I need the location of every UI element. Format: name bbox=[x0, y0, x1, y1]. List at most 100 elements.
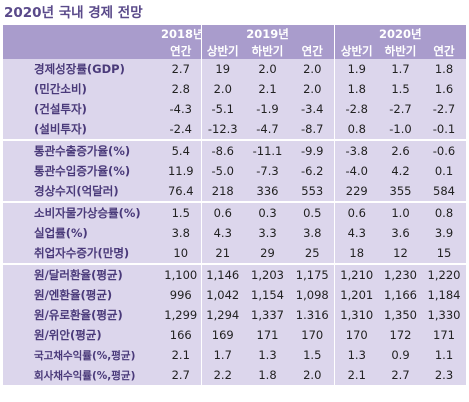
cell-value: 0.8 bbox=[422, 201, 467, 223]
table-row: 원/위안(평균) 166 169 171 170 170 172 171 bbox=[3, 325, 467, 345]
row-label: 국고채수익률(%,평균) bbox=[3, 345, 161, 365]
cell-value: 3.6 bbox=[379, 223, 422, 243]
cell-value: 15 bbox=[422, 243, 467, 264]
cell-value: -4.0 bbox=[333, 161, 379, 181]
table-row: 통관수출증가율(%) 5.4 -8.6 -11.1 -9.9 -3.8 2.6 -0.6 bbox=[3, 139, 467, 161]
cell-value: 1,166 bbox=[379, 285, 422, 305]
forecast-table: 2018년 2019년 2020년 연간 상반기 하반기 연간 상반기 하반기 … bbox=[3, 25, 467, 385]
cell-value: 355 bbox=[379, 181, 422, 202]
cell-value: 1.8 bbox=[422, 59, 467, 79]
cell-value: 4.2 bbox=[379, 161, 422, 181]
cell-value: 19 bbox=[200, 59, 244, 79]
row-label: 회사채수익률(%,평균) bbox=[3, 365, 161, 385]
cell-value: 1,350 bbox=[379, 305, 422, 325]
cell-value: 1,299 bbox=[161, 305, 201, 325]
cell-value: 584 bbox=[422, 181, 467, 202]
cell-value: 2.6 bbox=[379, 139, 422, 161]
cell-value: 1.5 bbox=[291, 345, 334, 365]
cell-value: 0.6 bbox=[333, 201, 379, 223]
cell-value: 172 bbox=[379, 325, 422, 345]
cell-value: 2.0 bbox=[200, 79, 244, 99]
header-corner bbox=[3, 25, 161, 59]
table-row: (설비투자) -2.4 -12.3 -4.7 -8.7 0.8 -1.0 -0.1 bbox=[3, 119, 467, 140]
cell-value: 996 bbox=[161, 285, 201, 305]
row-label: 통관수출증가율(%) bbox=[3, 139, 161, 161]
row-label: (설비투자) bbox=[3, 119, 161, 140]
cell-value: 1.316 bbox=[291, 305, 334, 325]
year-2018: 2018년 bbox=[161, 25, 201, 42]
cell-value: 0.1 bbox=[422, 161, 467, 181]
cell-value: 2.0 bbox=[244, 59, 291, 79]
cell-value: 171 bbox=[244, 325, 291, 345]
cell-value: 1,310 bbox=[333, 305, 379, 325]
cell-value: 1.3 bbox=[244, 345, 291, 365]
table-row: 원/엔환율(평균) 996 1,042 1,154 1,098 1,201 1,166 1,1… bbox=[3, 285, 467, 305]
cell-value: 170 bbox=[333, 325, 379, 345]
row-label: 소비자물가상승률(%) bbox=[3, 201, 161, 223]
cell-value: 1.7 bbox=[379, 59, 422, 79]
cell-value: 4.3 bbox=[200, 223, 244, 243]
cell-value: -5.1 bbox=[200, 99, 244, 119]
cell-value: 0.6 bbox=[200, 201, 244, 223]
cell-value: 1,337 bbox=[244, 305, 291, 325]
cell-value: 2.1 bbox=[244, 79, 291, 99]
cell-value: -1.0 bbox=[379, 119, 422, 140]
period-header: 상반기 bbox=[333, 42, 379, 59]
year-2020: 2020년 bbox=[333, 25, 467, 42]
cell-value: -1.9 bbox=[244, 99, 291, 119]
cell-value: 1,294 bbox=[200, 305, 244, 325]
cell-value: 2.7 bbox=[161, 59, 201, 79]
row-label: 원/유로환율(평균) bbox=[3, 305, 161, 325]
cell-value: 0.5 bbox=[291, 201, 334, 223]
year-2019: 2019년 bbox=[200, 25, 334, 42]
cell-value: 0.3 bbox=[244, 201, 291, 223]
cell-value: 1,220 bbox=[422, 263, 467, 285]
cell-value: 3.8 bbox=[291, 223, 334, 243]
cell-value: 2.1 bbox=[161, 345, 201, 365]
cell-value: -0.6 bbox=[422, 139, 467, 161]
table-row: 경제성장률(GDP) 2.7 19 2.0 2.0 1.9 1.7 1.8 bbox=[3, 59, 467, 79]
period-header: 연간 bbox=[291, 42, 334, 59]
cell-value: -3.4 bbox=[291, 99, 334, 119]
row-label: 원/위안(평균) bbox=[3, 325, 161, 345]
cell-value: -4.3 bbox=[161, 99, 201, 119]
cell-value: 1.3 bbox=[333, 345, 379, 365]
cell-value: 1,201 bbox=[333, 285, 379, 305]
cell-value: 1,042 bbox=[200, 285, 244, 305]
cell-value: 12 bbox=[379, 243, 422, 264]
row-label: 취업자수증가(만명) bbox=[3, 243, 161, 264]
cell-value: 1,154 bbox=[244, 285, 291, 305]
cell-value: 1.5 bbox=[379, 79, 422, 99]
cell-value: 2.0 bbox=[291, 59, 334, 79]
cell-value: -4.7 bbox=[244, 119, 291, 140]
cell-value: 3.3 bbox=[244, 223, 291, 243]
period-header: 하반기 bbox=[379, 42, 422, 59]
table-row: 회사채수익률(%,평균) 2.7 2.2 1.8 2.0 2.1 2.7 2.3 bbox=[3, 365, 467, 385]
table-row: (민간소비) 2.8 2.0 2.1 2.0 1.8 1.5 1.6 bbox=[3, 79, 467, 99]
cell-value: -2.4 bbox=[161, 119, 201, 140]
cell-value: -8.6 bbox=[200, 139, 244, 161]
cell-value: 229 bbox=[333, 181, 379, 202]
cell-value: 21 bbox=[200, 243, 244, 264]
period-header: 하반기 bbox=[244, 42, 291, 59]
cell-value: 2.0 bbox=[291, 365, 334, 385]
cell-value: 1,175 bbox=[291, 263, 334, 285]
row-label: 원/달러환율(평균) bbox=[3, 263, 161, 285]
cell-value: -2.7 bbox=[422, 99, 467, 119]
cell-value: 1,098 bbox=[291, 285, 334, 305]
table-row: 취업자수증가(만명) 10 21 29 25 18 12 15 bbox=[3, 243, 467, 264]
cell-value: 3.8 bbox=[161, 223, 201, 243]
cell-value: 10 bbox=[161, 243, 201, 264]
row-label: (민간소비) bbox=[3, 79, 161, 99]
table-row: 실업률(%) 3.8 4.3 3.3 3.8 4.3 3.6 3.9 bbox=[3, 223, 467, 243]
row-label: 경상수지(억달러) bbox=[3, 181, 161, 202]
period-header: 상반기 bbox=[200, 42, 244, 59]
row-label: (건설투자) bbox=[3, 99, 161, 119]
cell-value: 18 bbox=[333, 243, 379, 264]
cell-value: 1.1 bbox=[422, 345, 467, 365]
page-title: 2020년 국내 경제 전망 bbox=[4, 5, 143, 21]
cell-value: 1.6 bbox=[422, 79, 467, 99]
cell-value: 1,100 bbox=[161, 263, 201, 285]
cell-value: 553 bbox=[291, 181, 334, 202]
